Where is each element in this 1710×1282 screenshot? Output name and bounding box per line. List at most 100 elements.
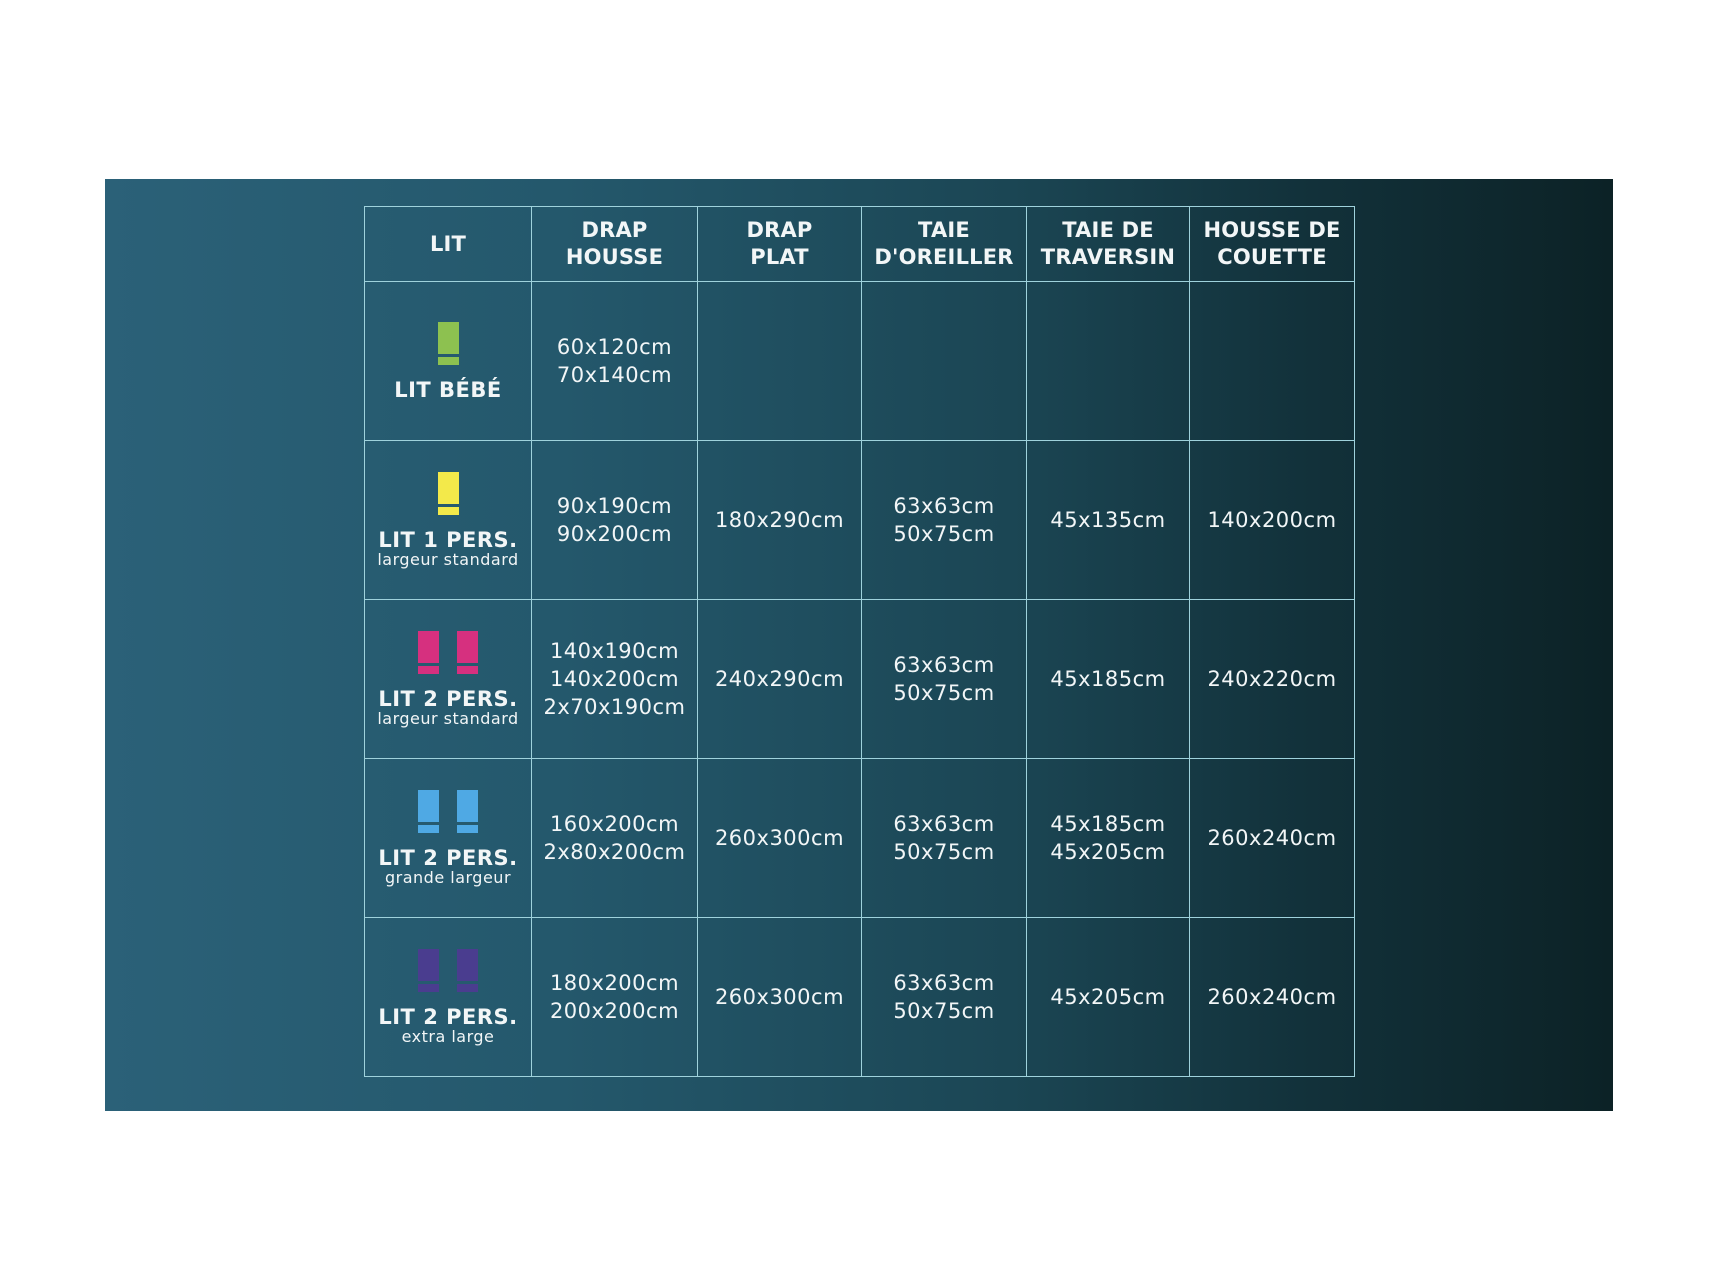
- size-cell: [1189, 281, 1355, 441]
- size-cell: 260x240cm: [1189, 917, 1355, 1077]
- size-cell: 45x205cm: [1026, 917, 1190, 1077]
- table-row: LIT 1 PERS. largeur standard 90x190cm 90x20…: [364, 440, 1355, 600]
- size-cell: 260x240cm: [1189, 758, 1355, 918]
- size-value: 90x200cm: [556, 522, 673, 546]
- bed-icon: [437, 321, 459, 365]
- header-text: D'OREILLER: [874, 245, 1014, 269]
- size-cell: 260x300cm: [697, 917, 862, 1077]
- size-value: 45x185cm: [1050, 812, 1166, 836]
- bed-type-cell: LIT 2 PERS. extra large: [364, 917, 532, 1077]
- size-cell: 60x120cm 70x140cm: [531, 281, 698, 441]
- double-bed-icon: [365, 948, 531, 992]
- header-text: COUETTE: [1217, 245, 1327, 269]
- size-value: 140x200cm: [1207, 508, 1337, 532]
- bed-pillow: [457, 665, 478, 674]
- size-cell: 180x200cm 200x200cm: [531, 917, 698, 1077]
- size-cell: [1026, 281, 1190, 441]
- header-text: TAIE DE: [1062, 218, 1154, 242]
- size-value: 60x120cm: [556, 335, 673, 359]
- size-cell: [697, 281, 862, 441]
- single-bed-icon: [365, 321, 531, 365]
- header-text: HOUSSE DE: [1203, 218, 1341, 242]
- size-cell: 140x190cm 140x200cm 2x70x190cm: [531, 599, 698, 759]
- size-value: 50x75cm: [893, 522, 995, 546]
- bed-type-name: LIT BÉBÉ: [394, 377, 502, 402]
- bedding-size-table: LIT DRAP HOUSSE DRAP PLAT TAIE D'OREILLER TAIE …: [364, 206, 1355, 1077]
- size-cell: 240x220cm: [1189, 599, 1355, 759]
- size-value: 45x205cm: [1050, 985, 1166, 1009]
- size-cell: 63x63cm 50x75cm: [861, 758, 1027, 918]
- bed-mattress: [418, 948, 439, 981]
- bed-mattress: [457, 630, 478, 663]
- size-value: 260x300cm: [714, 826, 845, 850]
- size-cell: 63x63cm 50x75cm: [861, 599, 1027, 759]
- size-value: 63x63cm: [893, 812, 995, 836]
- bed-type-name: LIT 1 PERS.: [378, 527, 518, 552]
- bed-pillow: [437, 356, 459, 365]
- bed-mattress: [418, 630, 439, 663]
- header-text: DRAP: [746, 218, 813, 242]
- size-cell: 45x185cm 45x205cm: [1026, 758, 1190, 918]
- bed-pillow: [457, 983, 478, 992]
- size-value: 180x200cm: [549, 971, 680, 995]
- size-value: 200x200cm: [549, 999, 680, 1023]
- size-value: 240x220cm: [1207, 667, 1337, 691]
- size-value: 63x63cm: [893, 494, 995, 518]
- column-header: TAIE DE TRAVERSIN: [1026, 206, 1190, 282]
- bed-type-cell: LIT 2 PERS. grande largeur: [364, 758, 532, 918]
- header-text: DRAP: [581, 218, 648, 242]
- bed-type-subtitle: largeur standard: [377, 549, 519, 569]
- bed-type-name: LIT 2 PERS.: [378, 686, 518, 711]
- double-bed-icon: [365, 630, 531, 674]
- size-value: 240x290cm: [714, 667, 845, 691]
- bed-pillow: [418, 983, 439, 992]
- bed-icon: [457, 948, 478, 992]
- size-cell: 45x185cm: [1026, 599, 1190, 759]
- bed-type-subtitle: largeur standard: [377, 708, 519, 728]
- size-value: 50x75cm: [893, 999, 995, 1023]
- bed-type-subtitle: extra large: [401, 1026, 495, 1046]
- size-value: 260x240cm: [1207, 826, 1337, 850]
- size-value: 45x205cm: [1050, 840, 1166, 864]
- size-value: 90x190cm: [556, 494, 673, 518]
- size-value: 2x80x200cm: [543, 840, 686, 864]
- header-text: LIT: [429, 231, 467, 256]
- size-cell: 45x135cm: [1026, 440, 1190, 600]
- size-cell: 63x63cm 50x75cm: [861, 440, 1027, 600]
- bed-mattress: [437, 471, 459, 504]
- size-cell: [861, 281, 1027, 441]
- bed-mattress: [418, 789, 439, 822]
- bed-type-name: LIT 2 PERS.: [378, 1004, 518, 1029]
- bed-type-name: LIT 2 PERS.: [378, 845, 518, 870]
- bed-type-cell: LIT 1 PERS. largeur standard: [364, 440, 532, 600]
- bed-pillow: [437, 506, 459, 515]
- table-row: LIT 2 PERS. grande largeur 160x200cm 2x80x2…: [364, 758, 1355, 918]
- size-value: 45x185cm: [1050, 667, 1166, 691]
- size-cell: 140x200cm: [1189, 440, 1355, 600]
- bed-icon: [418, 948, 439, 992]
- size-value: 140x200cm: [549, 667, 680, 691]
- header-text: HOUSSE: [565, 245, 664, 269]
- bed-type-cell: LIT BÉBÉ: [364, 281, 532, 441]
- size-value: 160x200cm: [549, 812, 680, 836]
- bed-mattress: [437, 321, 459, 354]
- column-header: HOUSSE DE COUETTE: [1189, 206, 1355, 282]
- bed-type-cell: LIT 2 PERS. largeur standard: [364, 599, 532, 759]
- size-value: 63x63cm: [893, 971, 995, 995]
- bed-pillow: [457, 824, 478, 833]
- size-value: 180x290cm: [714, 508, 845, 532]
- bed-icon: [457, 630, 478, 674]
- column-header: TAIE D'OREILLER: [861, 206, 1027, 282]
- bed-icon: [437, 471, 459, 515]
- size-value: 70x140cm: [556, 363, 673, 387]
- size-value: 50x75cm: [893, 681, 995, 705]
- header-row: LIT DRAP HOUSSE DRAP PLAT TAIE D'OREILLER TAIE …: [364, 206, 1355, 282]
- bed-icon: [418, 789, 439, 833]
- size-cell: 240x290cm: [697, 599, 862, 759]
- header-text: TAIE: [918, 218, 970, 242]
- column-header: DRAP PLAT: [697, 206, 862, 282]
- double-bed-icon: [365, 789, 531, 833]
- bed-type-subtitle: grande largeur: [384, 867, 512, 887]
- column-header: DRAP HOUSSE: [531, 206, 698, 282]
- size-cell: 260x300cm: [697, 758, 862, 918]
